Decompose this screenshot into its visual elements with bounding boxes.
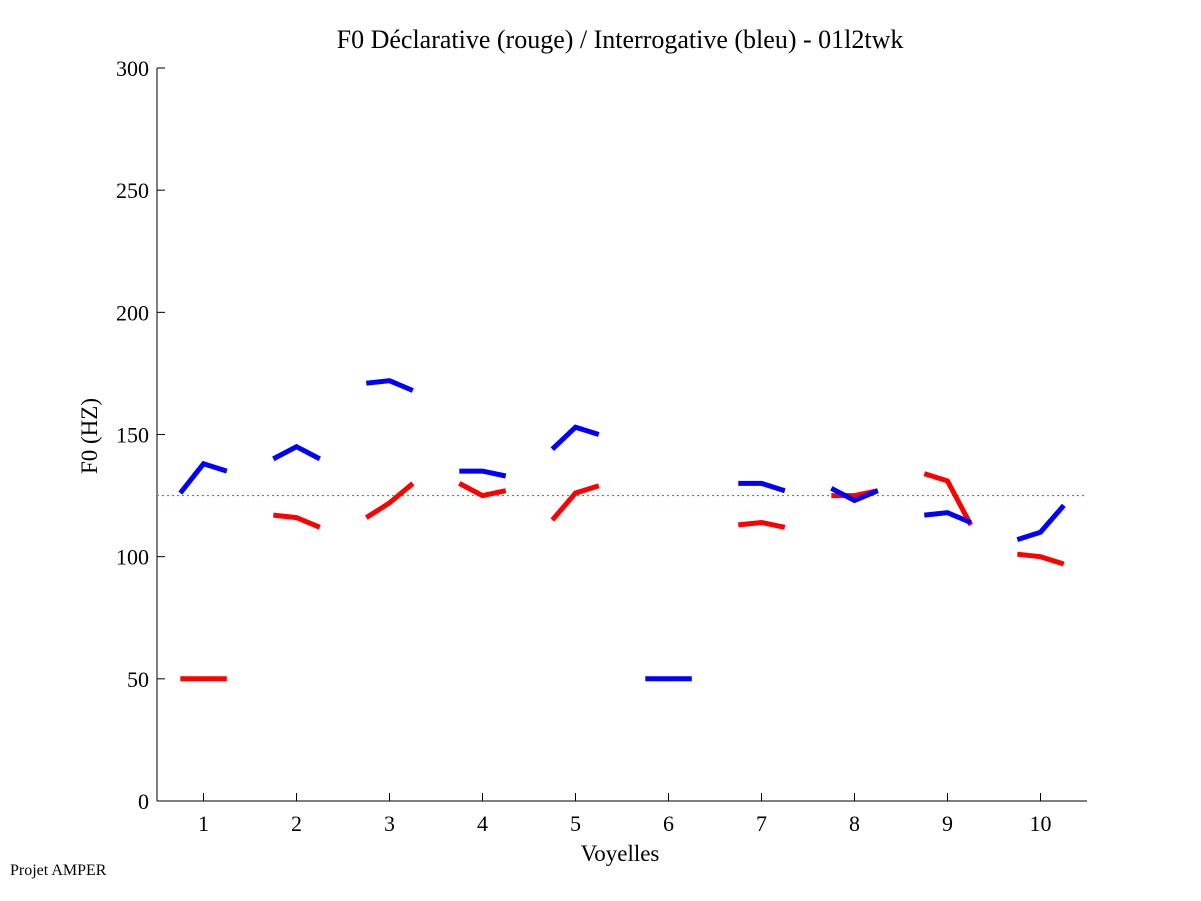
interrogative-segment-voyelle-3 [366, 378, 414, 393]
plot-area: 0 50 100 150 200 250 300 1 2 3 4 5 6 7 8 9 10 [116, 56, 1087, 836]
x-tick-label: 6 [663, 811, 674, 836]
declarative-segment-voyelle-4 [458, 481, 507, 499]
chart-title: F0 Déclarative (rouge) / Interrogative (… [337, 25, 904, 54]
y-tick-label: 100 [116, 545, 149, 570]
interrogative-segment-voyelle-4 [459, 468, 507, 479]
x-tick-label: 9 [942, 811, 953, 836]
x-tick-label: 8 [849, 811, 860, 836]
interrogative-segment-voyelle-1 [178, 460, 228, 495]
x-tick-label: 1 [198, 811, 209, 836]
declarative-segment-voyelle-3 [364, 481, 415, 520]
y-axis-label: F0 (HZ) [77, 398, 102, 474]
x-axis-label: Voyelles [581, 841, 660, 866]
interrogative-segment-voyelle-8 [830, 486, 879, 504]
x-tick-label: 4 [477, 811, 488, 836]
y-tick-label: 150 [116, 423, 149, 448]
y-tick-label: 0 [138, 789, 149, 814]
y-tick-label: 300 [116, 56, 149, 81]
x-tick-label: 10 [1030, 811, 1052, 836]
y-tick-label: 250 [116, 178, 149, 203]
y-tick-label: 50 [127, 667, 149, 692]
footer-credit: Projet AMPER [10, 862, 107, 879]
interrogative-segment-voyelle-9 [924, 510, 972, 525]
declarative-segment-voyelle-10 [1017, 551, 1065, 567]
x-tick-label: 7 [756, 811, 767, 836]
x-tick-label: 3 [384, 811, 395, 836]
declarative-segment-voyelle-9 [923, 471, 974, 527]
declarative-segment-voyelle-2 [273, 512, 321, 530]
x-tick-label: 5 [570, 811, 581, 836]
y-tick-label: 200 [116, 300, 149, 325]
interrogative-segment-voyelle-5 [550, 424, 600, 452]
interrogative-segment-voyelle-2 [272, 443, 321, 462]
declarative-segment-voyelle-7 [738, 519, 786, 530]
declarative-segment-voyelle-5 [550, 483, 600, 522]
interrogative-segment-voyelle-7 [738, 480, 786, 494]
interrogative-segment-voyelle-10 [1016, 503, 1066, 542]
x-tick-label: 2 [291, 811, 302, 836]
